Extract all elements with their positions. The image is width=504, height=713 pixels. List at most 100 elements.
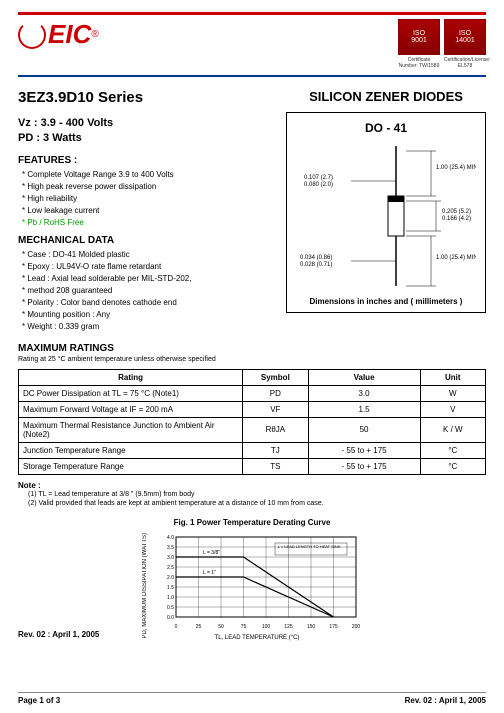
package-title: DO - 41 bbox=[293, 121, 479, 135]
cert-line1: ISO bbox=[459, 30, 471, 37]
feature-item: Low leakage current bbox=[22, 205, 276, 217]
cell-symbol: VF bbox=[243, 401, 308, 417]
svg-text:175: 175 bbox=[329, 624, 338, 630]
svg-text:0.5: 0.5 bbox=[167, 605, 174, 611]
col-rating: Rating bbox=[19, 369, 243, 385]
product-type-title: SILICON ZENER DIODES bbox=[286, 89, 486, 104]
feature-item: Complete Voltage Range 3.9 to 400 Volts bbox=[22, 169, 276, 181]
svg-text:L = 3/8": L = 3/8" bbox=[203, 550, 220, 556]
cell-rating: Junction Temperature Range bbox=[19, 442, 243, 458]
svg-text:200: 200 bbox=[352, 624, 361, 630]
top-band bbox=[18, 12, 486, 15]
logo-swirl-icon bbox=[18, 21, 46, 49]
mech-item: Lead : Axial lead solderable per MIL-STD… bbox=[22, 273, 276, 285]
dim-label: 1.00 (25.4) MIN. bbox=[436, 255, 476, 261]
max-ratings-sub: Rating at 25 °C ambient temperature unle… bbox=[18, 356, 486, 363]
cell-symbol: TJ bbox=[243, 442, 308, 458]
cert-badge-icon: ISO 14001 bbox=[444, 19, 486, 55]
mech-item: Mounting position : Any bbox=[22, 309, 276, 321]
cert-line2: 9001 bbox=[411, 37, 427, 44]
cell-symbol: RθJA bbox=[243, 417, 308, 442]
dim-label: 0.028 (0.71) bbox=[300, 262, 332, 268]
svg-text:4.0: 4.0 bbox=[167, 535, 174, 541]
cert-badges: ISO 9001 Certificate Number: TW/1589 ISO… bbox=[398, 19, 486, 69]
svg-text:2.0: 2.0 bbox=[167, 575, 174, 581]
derating-chart-icon: 02550751001251501752000.00.51.01.52.02.5… bbox=[152, 531, 362, 631]
cert-line1: ISO bbox=[413, 30, 425, 37]
feature-item-rohs: Pb / RoHS Free bbox=[22, 217, 276, 229]
svg-text:3.0: 3.0 bbox=[167, 555, 174, 561]
cell-rating: Maximum Forward Voltage at IF = 200 mA bbox=[19, 401, 243, 417]
chart-ylabel: PD, MAXIMUM DISSIPATION (WATTS) bbox=[142, 533, 148, 638]
cell-symbol: TS bbox=[243, 458, 308, 474]
left-column: 3EZ3.9D10 Series Vz : 3.9 - 400 Volts PD… bbox=[18, 89, 276, 333]
note-heading: Note : bbox=[18, 481, 486, 490]
key-specs: Vz : 3.9 - 400 Volts PD : 3 Watts bbox=[18, 116, 276, 147]
cert-iso14001: ISO 14001 Certification/License: EL578 bbox=[444, 19, 486, 69]
ratings-table: Rating Symbol Value Unit DC Power Dissip… bbox=[18, 369, 486, 475]
logo-text: EIC bbox=[48, 19, 91, 50]
cell-rating: Storage Temperature Range bbox=[19, 458, 243, 474]
svg-text:125: 125 bbox=[284, 624, 293, 630]
dim-label: 1.00 (25.4) MIN. bbox=[436, 165, 476, 171]
divider bbox=[18, 75, 486, 77]
mech-item: Weight : 0.339 gram bbox=[22, 321, 276, 333]
col-value: Value bbox=[308, 369, 420, 385]
mech-item: Polarity : Color band denotes cathode en… bbox=[22, 297, 276, 309]
mechdata-list: Case : DO-41 Molded plastic Epoxy : UL94… bbox=[18, 249, 276, 333]
chart-xlabel: TL, LEAD TEMPERATURE (°C) bbox=[152, 635, 362, 641]
table-header-row: Rating Symbol Value Unit bbox=[19, 369, 486, 385]
right-column: SILICON ZENER DIODES DO - 41 0.107 (2.7)… bbox=[286, 89, 486, 333]
header: EIC ® ISO 9001 Certificate Number: TW/15… bbox=[18, 19, 486, 69]
cert-badge-icon: ISO 9001 bbox=[398, 19, 440, 55]
table-row: Storage Temperature RangeTS- 55 to + 175… bbox=[19, 458, 486, 474]
cell-rating: Maximum Thermal Resistance Junction to A… bbox=[19, 417, 243, 442]
svg-text:0: 0 bbox=[175, 624, 178, 630]
table-row: DC Power Dissipation at TL = 75 °C (Note… bbox=[19, 385, 486, 401]
table-row: Maximum Forward Voltage at IF = 200 mAVF… bbox=[19, 401, 486, 417]
svg-text:3.5: 3.5 bbox=[167, 545, 174, 551]
cell-rating: DC Power Dissipation at TL = 75 °C (Note… bbox=[19, 385, 243, 401]
dim-label: 0.080 (2.0) bbox=[304, 182, 333, 188]
cell-symbol: PD bbox=[243, 385, 308, 401]
svg-text:1.0: 1.0 bbox=[167, 595, 174, 601]
package-caption: Dimensions in inches and ( millimeters ) bbox=[293, 297, 479, 306]
dim-label: 0.205 (5.2) bbox=[442, 209, 471, 215]
dim-label: 0.034 (0.86) bbox=[300, 255, 332, 261]
cell-unit: V bbox=[420, 401, 485, 417]
col-symbol: Symbol bbox=[243, 369, 308, 385]
cell-unit: °C bbox=[420, 458, 485, 474]
mech-item: Epoxy : UL94V-O rate flame retardant bbox=[22, 261, 276, 273]
cell-value: - 55 to + 175 bbox=[308, 442, 420, 458]
page-number: Page 1 of 3 bbox=[18, 696, 60, 705]
svg-text:150: 150 bbox=[307, 624, 316, 630]
cert-line2: 14001 bbox=[455, 37, 474, 44]
dim-label: 0.107 (2.7) bbox=[304, 175, 333, 181]
logo: EIC ® bbox=[18, 19, 99, 50]
vz-spec: Vz : 3.9 - 400 Volts bbox=[18, 116, 276, 131]
package-diagram-icon: 0.107 (2.7) 0.080 (2.0) 1.00 (25.4) MIN.… bbox=[296, 141, 476, 291]
cert-iso9001: ISO 9001 Certificate Number: TW/1589 bbox=[398, 19, 440, 69]
note-2: (2) Valid provided that leads are kept a… bbox=[18, 499, 486, 508]
svg-text:1.5: 1.5 bbox=[167, 585, 174, 591]
mech-item: Case : DO-41 Molded plastic bbox=[22, 249, 276, 261]
cert-caption: Certification/License: EL578 bbox=[444, 57, 486, 69]
features-list: Complete Voltage Range 3.9 to 400 Volts … bbox=[18, 169, 276, 229]
svg-text:0.0: 0.0 bbox=[167, 615, 174, 621]
svg-text:L = LEAD LENGTH TO HEAT SINK: L = LEAD LENGTH TO HEAT SINK bbox=[278, 544, 341, 549]
cell-unit: W bbox=[420, 385, 485, 401]
col-unit: Unit bbox=[420, 369, 485, 385]
max-ratings-heading: MAXIMUM RATINGS bbox=[18, 343, 486, 354]
mechdata-heading: MECHANICAL DATA bbox=[18, 235, 276, 246]
mech-item-cont: method 208 guaranteed bbox=[22, 285, 276, 297]
pd-spec: PD : 3 Watts bbox=[18, 131, 276, 146]
feature-item: High peak reverse power dissipation bbox=[22, 181, 276, 193]
cert-caption: Certificate Number: TW/1589 bbox=[398, 57, 440, 69]
features-heading: FEATURES : bbox=[18, 155, 276, 166]
svg-text:100: 100 bbox=[262, 624, 271, 630]
svg-text:25: 25 bbox=[196, 624, 202, 630]
cell-unit: °C bbox=[420, 442, 485, 458]
cell-value: 3.0 bbox=[308, 385, 420, 401]
package-outline: DO - 41 0.107 (2.7) 0.080 (2.0) 1.00 (25… bbox=[286, 112, 486, 313]
figure-row: PD, MAXIMUM DISSIPATION (WATTS) 02550751… bbox=[18, 531, 486, 641]
